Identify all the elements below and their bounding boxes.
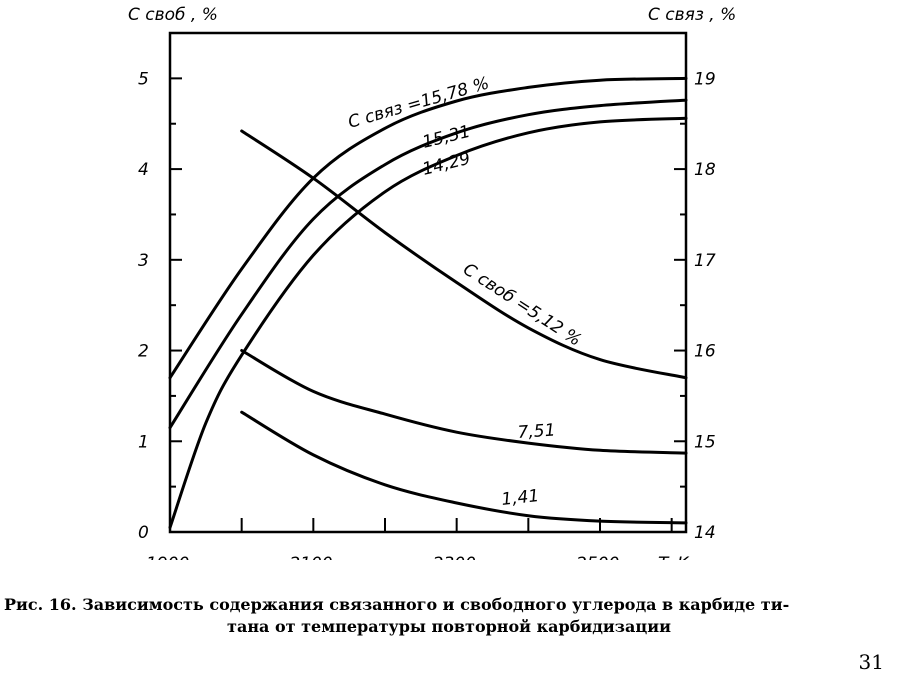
curve-label-free-1: C своб =5,12 % bbox=[459, 259, 584, 350]
x-tick-label-2500: 2500 bbox=[576, 554, 619, 560]
curve-label-bound-1: C связ =15,78 % bbox=[346, 73, 492, 132]
plot-frame bbox=[168, 31, 688, 534]
y-right-axis-title: C связ , % bbox=[648, 5, 736, 25]
x-tick-label-1900: 1900 bbox=[146, 554, 189, 560]
y-left-tick-label-1: 1 bbox=[138, 432, 149, 452]
y-right-tick-label-17: 17 bbox=[694, 251, 716, 271]
curve-label-free-2: 7,51 bbox=[517, 420, 556, 443]
x-tick-label-2100: 2100 bbox=[289, 554, 332, 560]
curve-free-carbon-1 bbox=[240, 129, 688, 380]
y-left-tick-label-2: 2 bbox=[138, 342, 149, 362]
y-right-tick-label-14: 14 bbox=[694, 523, 716, 543]
y-right-tick-label-18: 18 bbox=[694, 160, 716, 180]
x-axis-title: T, K bbox=[658, 554, 690, 560]
caption-line-1: Рис. 16. Зависимость содержания связанно… bbox=[4, 595, 790, 614]
y-left-tick-label-0: 0 bbox=[138, 523, 149, 543]
y-left-axis-title: C своб , % bbox=[128, 5, 218, 25]
curve-label-bound-2: 15,31 bbox=[420, 122, 472, 153]
chart: 1900 2100 2300 2500 T, K 0 1 2 3 4 5 14 15 16 17 18 19 C … bbox=[128, 5, 736, 560]
curve-free-carbon-3 bbox=[240, 410, 688, 525]
x-tick-label-2300: 2300 bbox=[433, 554, 476, 560]
curve-label-free-3: 1,41 bbox=[500, 486, 540, 510]
curve-bound-carbon-1 bbox=[168, 76, 688, 380]
y-left-tick-label-5: 5 bbox=[138, 69, 149, 89]
y-left-tick-label-3: 3 bbox=[138, 251, 149, 271]
page-number: 31 bbox=[858, 650, 884, 674]
curve-free-carbon-2 bbox=[240, 349, 688, 455]
figure-caption: Рис. 16. Зависимость содержания связанно… bbox=[4, 594, 894, 638]
y-left-tick-label-4: 4 bbox=[138, 160, 149, 180]
curve-bound-carbon-2 bbox=[168, 98, 688, 430]
caption-line-2: тана от температуры повторной карбидизац… bbox=[227, 617, 671, 636]
y-right-tick-label-16: 16 bbox=[694, 342, 716, 362]
curve-label-bound-3: 14,29 bbox=[420, 149, 472, 180]
y-right-tick-label-19: 19 bbox=[694, 69, 716, 89]
curve-bound-carbon-3 bbox=[168, 116, 688, 529]
y-right-tick-label-15: 15 bbox=[694, 432, 716, 452]
